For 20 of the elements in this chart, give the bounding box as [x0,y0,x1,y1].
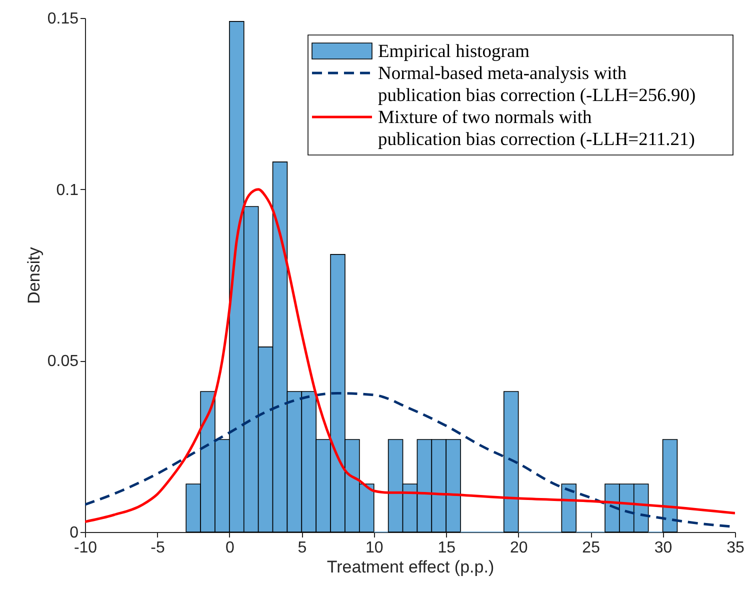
y-tick-label: 0.15 [47,10,79,28]
legend-label: Normal-based meta-analysis with publication bias correction (-LLH=256.90) [378,64,696,106]
x-tick-label: 20 [510,540,528,556]
x-tick-label: -10 [74,540,98,556]
y-tick-label: 0.1 [56,182,79,199]
y-tick-label: 0.05 [47,353,79,370]
x-tick-label: 25 [582,540,600,556]
legend-label: Empirical histogram [378,42,530,62]
x-tick-label: 5 [298,540,307,556]
x-axis-title: Treatment effect (p.p.) [326,558,494,576]
x-tick-label: 30 [654,540,672,556]
y-axis-title: Density [24,246,44,304]
line-series [85,188,735,523]
x-tick-label: 35 [726,540,744,556]
y-tick-label: 0 [70,524,79,542]
x-tick-label: 10 [365,540,384,556]
x-tick-label: 15 [438,540,456,556]
x-tick-label: 0 [225,540,234,556]
x-tick-label: -5 [150,540,165,556]
legend-label: Mixture of two normals with publication bias correction (-LLH=211.21) [378,108,695,150]
